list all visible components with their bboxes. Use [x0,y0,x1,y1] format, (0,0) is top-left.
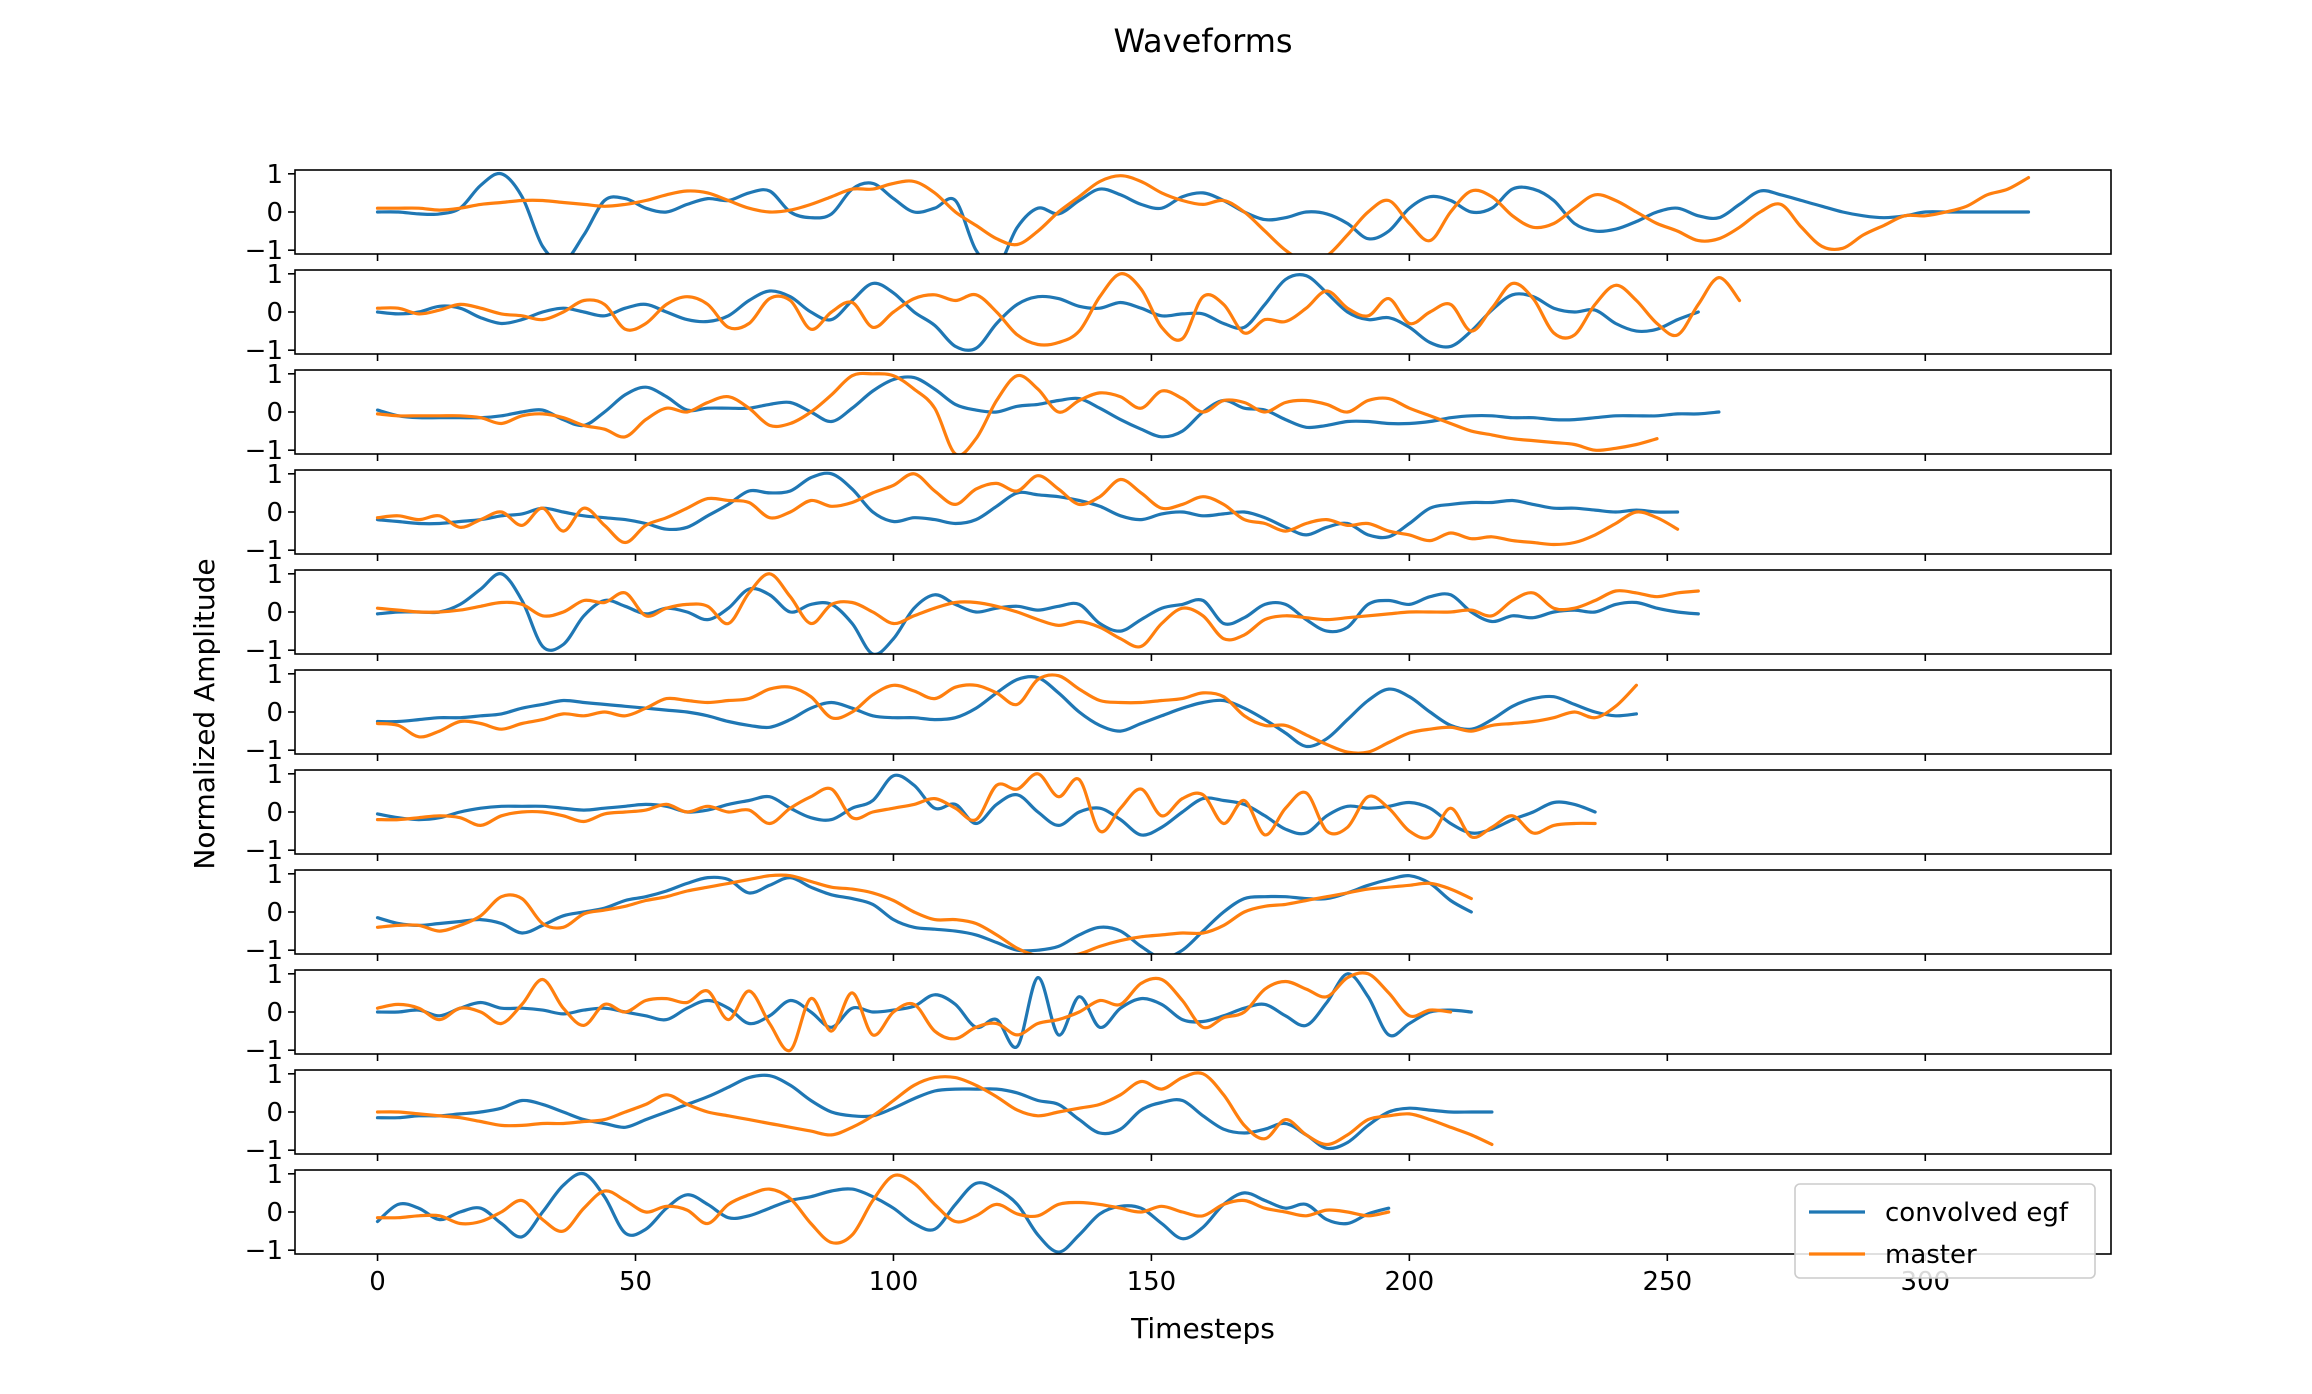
series-line-master [375,572,1700,649]
y-tick-label: −1 [245,1136,283,1166]
subplot-frame [294,669,2112,755]
y-tick-label: −1 [245,936,283,966]
y-tick-label: 1 [266,760,283,790]
y-tick-label: 0 [266,198,283,228]
y-tick-label: 0 [266,798,283,828]
subplot-4: −1 0 1 [245,460,2112,566]
y-tick-label: −1 [245,836,283,866]
series-line-master [375,971,1453,1053]
x-tick-label: 250 [1642,1267,1692,1297]
series-line-master [375,873,1473,954]
series-line-master [375,673,1638,754]
y-tick-label: 1 [266,360,283,390]
subplot-frame [294,269,2112,355]
y-tick-label: 1 [266,960,283,990]
y-tick-label: −1 [245,1036,283,1066]
series-line-master [375,772,1597,840]
series-line-convolved-egf [375,572,1700,654]
y-tick-label: −1 [245,636,283,666]
legend-label-convolved-egf: convolved egf [1885,1198,2069,1228]
legend-label-master: master [1885,1240,1977,1270]
subplot-8: −1 0 1 [245,860,2112,966]
y-tick-label: 0 [266,1198,283,1228]
subplot-panels: −101−101−101−101−101−101−101−101−101−101… [245,160,2112,1297]
x-tick-label: 0 [369,1267,386,1297]
series-line-master [375,272,1742,347]
subplot-7: −1 0 1 [245,760,2112,866]
legend: convolved egf master [1794,1183,2096,1279]
y-tick-label: −1 [245,436,283,466]
figure-title: Waveforms [1113,22,1292,60]
y-tick-label: 1 [266,160,283,190]
y-tick-label: 0 [266,698,283,728]
y-tick-label: 1 [266,1060,283,1090]
subplot-9: −1 0 1 [245,960,2112,1066]
subplot-6: −1 0 1 [245,660,2112,766]
y-axis-label: Normalized Amplitude [188,558,221,869]
series-line-convolved-egf [375,874,1473,954]
subplot-frame [294,769,2112,855]
y-tick-label: −1 [245,736,283,766]
x-tick-label: 100 [869,1267,919,1297]
y-tick-label: 1 [266,260,283,290]
subplot-10: −1 0 1 [245,1060,2112,1166]
x-tick-label: 200 [1385,1267,1435,1297]
subplot-5: −1 0 1 [245,560,2112,666]
series-line-master [375,371,1659,454]
y-tick-label: 1 [266,860,283,890]
series-line-master [375,174,2031,254]
y-tick-label: 0 [266,298,283,328]
series-line-master [375,1071,1494,1147]
x-axis-label: Timesteps [1130,1312,1275,1345]
series-line-convolved-egf [375,171,2031,254]
series-line-master [375,472,1680,547]
subplot-3: −1 0 1 [245,360,2112,466]
y-tick-label: −1 [245,536,283,566]
x-tick-label: 150 [1127,1267,1177,1297]
series-line-convolved-egf [375,471,1680,540]
series-line-convolved-egf [375,375,1721,439]
y-tick-label: 0 [266,1098,283,1128]
series-line-convolved-egf [375,1073,1494,1151]
subplot-2: −1 0 1 [245,260,2112,366]
series-line-convolved-egf [375,273,1700,352]
subplot-1: −1 0 1 [245,160,2112,266]
subplot-frame [294,869,2112,955]
series-line-convolved-egf [375,773,1597,837]
y-tick-label: 0 [266,998,283,1028]
y-tick-label: 0 [266,598,283,628]
legend-box [1794,1183,2096,1279]
y-tick-label: −1 [245,1236,283,1266]
y-tick-label: 1 [266,560,283,590]
series-line-convolved-egf [375,972,1473,1049]
y-tick-label: −1 [245,236,283,266]
y-tick-label: 0 [266,498,283,528]
y-tick-label: 1 [266,660,283,690]
y-tick-label: 1 [266,460,283,490]
y-tick-label: −1 [245,336,283,366]
x-tick-label: 50 [619,1267,652,1297]
y-tick-label: 0 [266,898,283,928]
y-tick-label: 1 [266,1160,283,1190]
y-tick-label: 0 [266,398,283,428]
series-line-convolved-egf [375,674,1638,749]
series-line-master [375,1173,1391,1245]
